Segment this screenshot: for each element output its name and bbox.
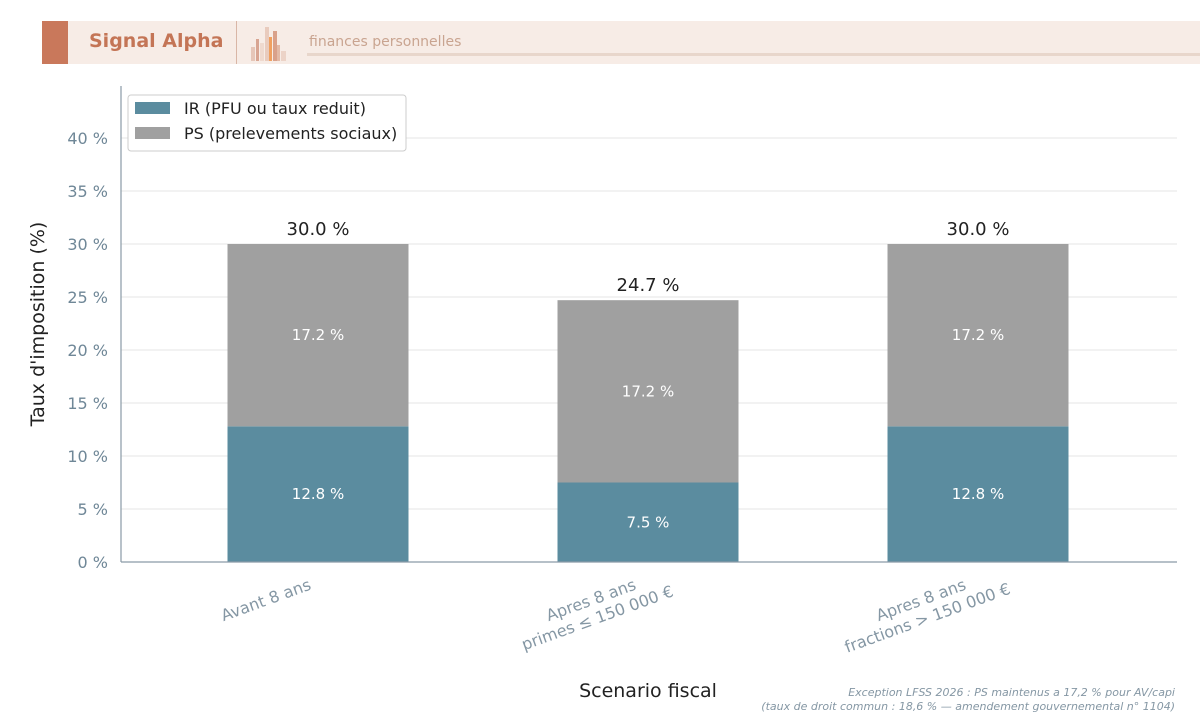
legend: IR (PFU ou taux reduit) PS (prelevements… [127,94,407,152]
y-tick-label: 10 % [67,447,108,466]
bar-segment-ir [557,482,739,562]
tagline: finances personnelles [309,34,462,50]
legend-swatch-ir [135,102,170,114]
x-axis-title: Scenario fiscal [579,680,717,702]
segment-value-label: 17.2 % [952,326,1004,344]
y-tick-label: 15 % [67,394,108,413]
brand-name: Signal Alpha [89,30,224,52]
bar-segment-ps [887,244,1069,427]
x-tick-label-line: Avant 8 ans [218,575,313,625]
bar-chart-logo-icon [251,27,286,61]
legend-box [127,94,407,152]
header-banner: Signal Alpha finances personnelles [42,21,1200,64]
footnote-line-2: (taux de droit commun : 18,6 % — amendem… [761,700,1175,713]
segment-value-label: 12.8 % [292,485,344,503]
bar-segment-ps [557,300,739,483]
x-tick-label: Avant 8 ans [218,575,313,625]
segment-value-label: 17.2 % [622,382,674,400]
bar-total-label: 30.0 % [947,219,1010,240]
footnote: Exception LFSS 2026 : PS maintenus a 17,… [761,686,1175,714]
bar-segment-ir [227,426,409,562]
y-tick-labels: 0 % 5 % 10 % 15 % 20 % 25 % 30 % 35 % 40 % [67,129,108,572]
y-tick-label: 40 % [67,129,108,148]
y-tick-label: 0 % [78,553,108,572]
bar-segment-ir [887,426,1069,562]
banner-rule [307,53,1200,56]
y-axis-title: Taux d'imposition (%) [27,222,49,428]
y-tick-label: 5 % [78,500,108,519]
y-tick-label: 20 % [67,341,108,360]
bar-segment-ps [227,244,409,427]
legend-swatch-ps [135,127,170,139]
legend-label-ps: PS (prelevements sociaux) [184,124,397,143]
y-tick-label: 30 % [67,235,108,254]
legend-label-ir: IR (PFU ou taux reduit) [184,99,366,118]
segment-value-label: 12.8 % [952,485,1004,503]
y-tick-label: 35 % [67,182,108,201]
footnote-line-1: Exception LFSS 2026 : PS maintenus a 17,… [848,686,1175,699]
bar-total-label: 30.0 % [287,219,350,240]
segment-value-label: 7.5 % [627,513,670,531]
bar-total-label: 24.7 % [617,275,680,296]
segment-value-label: 17.2 % [292,326,344,344]
y-tick-label: 25 % [67,288,108,307]
bars [227,244,1069,562]
banner-accent [42,21,68,64]
banner-separator [236,21,237,64]
data-labels: 12.8 % 17.2 % 30.0 % 7.5 % 17.2 % 24.7 % 12.8 … [287,219,1010,531]
axes [120,86,1177,563]
